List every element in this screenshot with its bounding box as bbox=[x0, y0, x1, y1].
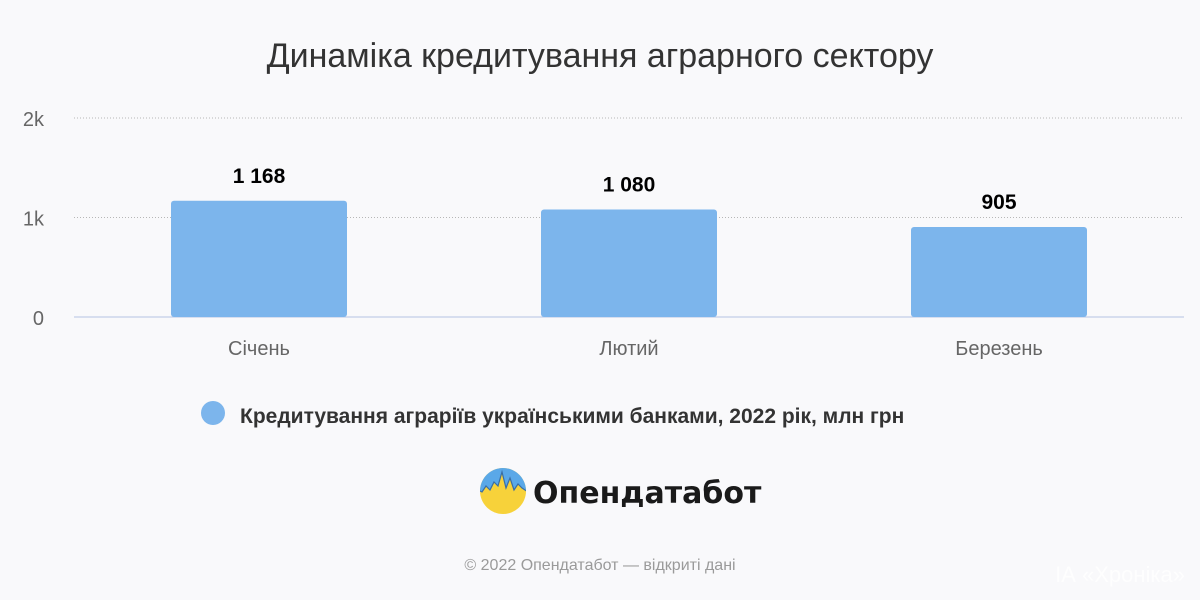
legend[interactable]: Кредитування аграріїв українськими банка… bbox=[201, 401, 904, 428]
x-tick-label: Січень bbox=[228, 338, 290, 360]
logo-text: Опендатабот bbox=[533, 476, 762, 511]
x-tick-label: Лютий bbox=[599, 338, 658, 360]
data-label: 1 080 bbox=[603, 174, 656, 197]
y-tick-label: 0 bbox=[33, 308, 44, 330]
y-axis-tick-labels: 0 1k 2k bbox=[23, 109, 45, 330]
bars bbox=[171, 200, 1087, 317]
data-label: 905 bbox=[981, 191, 1016, 214]
chart-title: Динаміка кредитування аграрного сектору bbox=[267, 37, 934, 75]
x-tick-label: Березень bbox=[955, 338, 1043, 360]
logo-icon bbox=[480, 468, 526, 514]
bar[interactable] bbox=[541, 209, 717, 317]
data-labels: 1 168 1 080 905 bbox=[233, 165, 1017, 214]
opendatabot-logo: Опендатабот bbox=[480, 468, 762, 514]
legend-marker bbox=[201, 401, 225, 425]
data-label: 1 168 bbox=[233, 165, 286, 188]
x-axis-tick-labels: Січень Лютий Березень bbox=[228, 338, 1043, 360]
legend-label[interactable]: Кредитування аграріїв українськими банка… bbox=[240, 405, 904, 428]
y-tick-label: 1k bbox=[23, 209, 45, 231]
watermark: ІА «Хроніка» bbox=[1055, 562, 1185, 587]
bar[interactable] bbox=[171, 200, 347, 317]
footer-credit: © 2022 Опендатабот — відкриті дані bbox=[464, 557, 735, 574]
y-tick-label: 2k bbox=[23, 109, 45, 131]
bar[interactable] bbox=[911, 226, 1087, 317]
